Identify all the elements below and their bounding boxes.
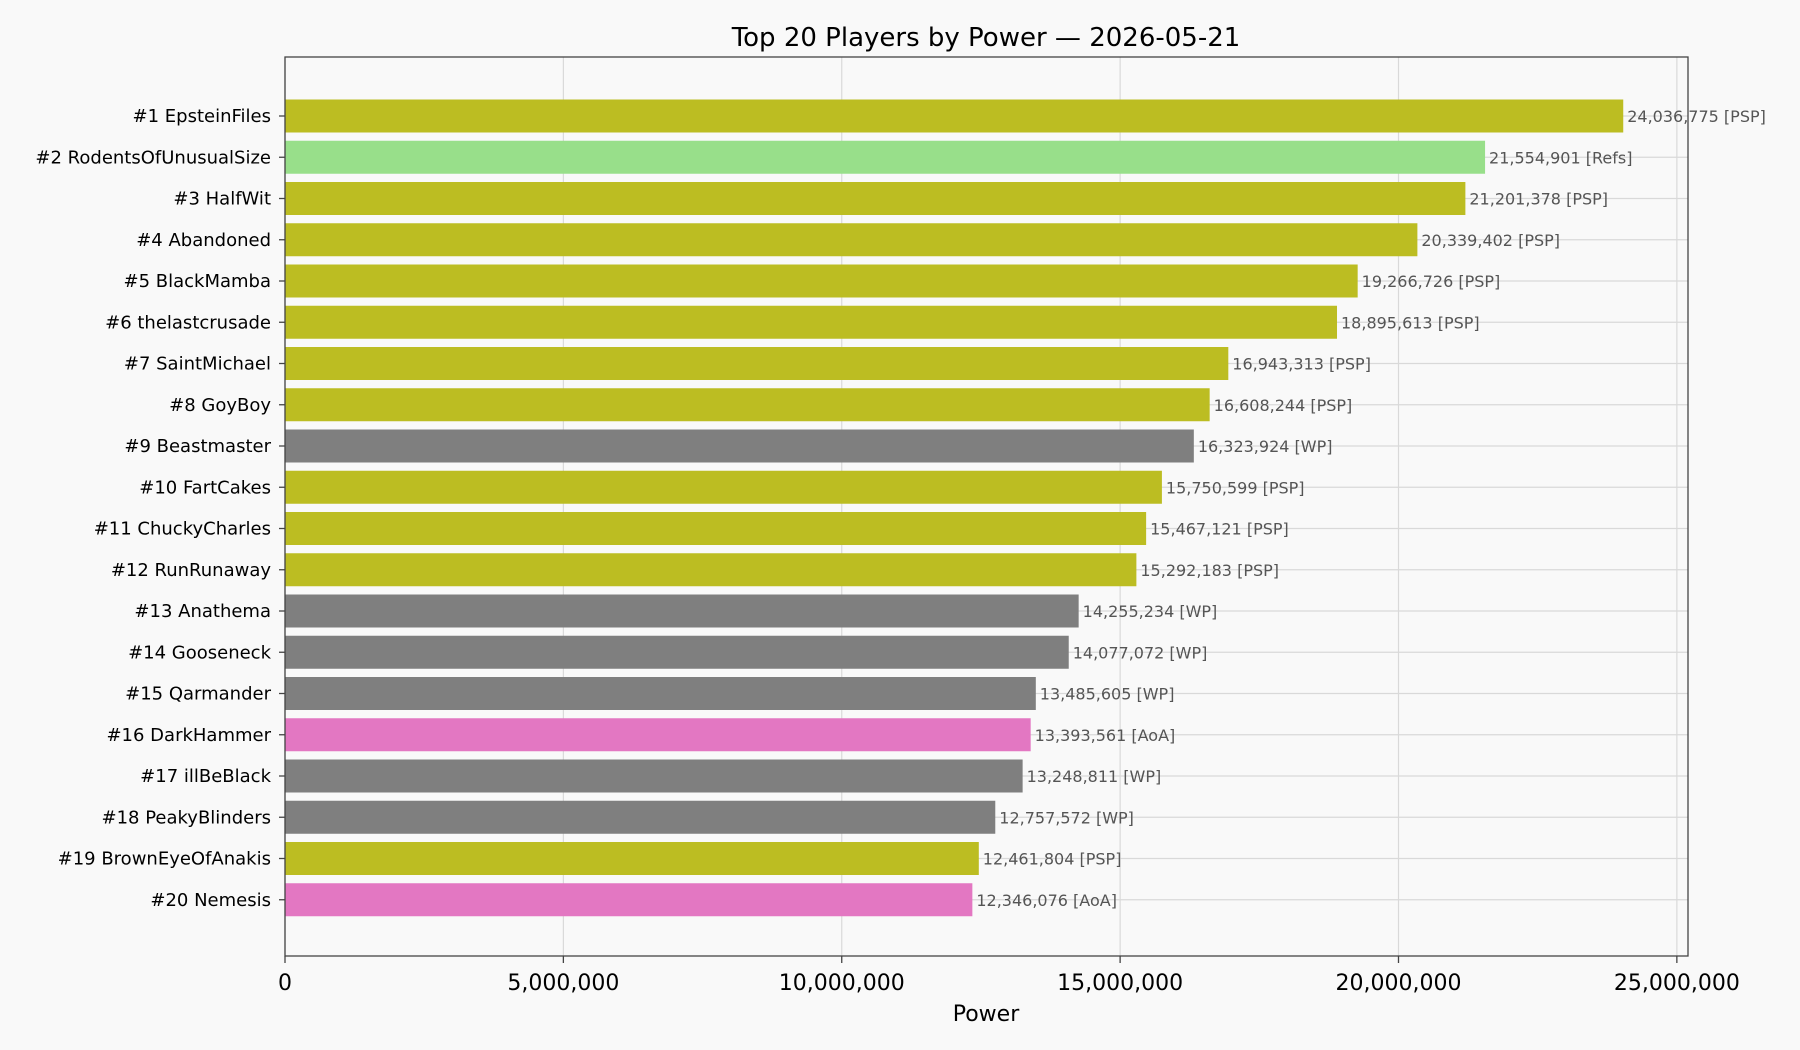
y-tick-label: #16 DarkHammer bbox=[106, 725, 271, 746]
x-tick-label: 15,000,000 bbox=[1057, 971, 1183, 996]
bar bbox=[285, 305, 1338, 339]
bar bbox=[285, 182, 1466, 215]
data-label: 15,750,599 [PSP] bbox=[1166, 478, 1305, 497]
y-tick-label: #3 HalfWit bbox=[173, 189, 271, 210]
data-label: 16,323,924 [WP] bbox=[1198, 437, 1333, 456]
bar bbox=[285, 635, 1069, 669]
data-label: 14,255,234 [WP] bbox=[1083, 602, 1218, 621]
y-tick-label: #11 ChuckyCharles bbox=[94, 519, 271, 540]
bar bbox=[285, 388, 1210, 422]
y-tick-label: #12 RunRunaway bbox=[111, 560, 272, 581]
x-tick-label: 5,000,000 bbox=[507, 971, 619, 996]
bar bbox=[285, 223, 1418, 257]
y-tick-label: #13 Anathema bbox=[134, 601, 271, 622]
x-axis-label: Power bbox=[953, 1002, 1020, 1027]
bar bbox=[285, 800, 996, 834]
y-tick-label: #7 SaintMichael bbox=[124, 354, 271, 375]
y-tick-label: #18 PeakyBlinders bbox=[102, 807, 272, 828]
data-label: 13,248,811 [WP] bbox=[1027, 767, 1162, 786]
data-label: 21,201,378 [PSP] bbox=[1469, 190, 1608, 209]
y-tick-label: #19 BrownEyeOfAnakis bbox=[58, 849, 271, 870]
data-label: 13,485,605 [WP] bbox=[1040, 685, 1175, 704]
data-label: 15,467,121 [PSP] bbox=[1150, 520, 1289, 539]
x-tick-label: 25,000,000 bbox=[1614, 971, 1740, 996]
bar bbox=[285, 99, 1624, 133]
y-tick-label: #9 Beastmaster bbox=[124, 436, 271, 457]
y-tick-label: #6 thelastcrusade bbox=[105, 312, 271, 333]
plot-frame bbox=[284, 56, 1689, 957]
bar bbox=[285, 347, 1229, 380]
bar bbox=[285, 470, 1162, 504]
data-label: 24,036,775 [PSP] bbox=[1627, 107, 1766, 126]
bar bbox=[285, 429, 1194, 463]
data-label: 12,346,076 [AoA] bbox=[976, 891, 1117, 910]
y-tick-label: #10 FartCakes bbox=[139, 477, 271, 498]
bar bbox=[285, 264, 1358, 298]
bar bbox=[285, 718, 1031, 752]
data-label: 12,757,572 [WP] bbox=[999, 808, 1134, 827]
y-tick-label: #14 Gooseneck bbox=[128, 642, 272, 663]
data-label: 18,895,613 [PSP] bbox=[1341, 313, 1480, 332]
data-label-layer: 24,036,775 [PSP] 21,554,901 [Refs] 21,201,… bbox=[976, 107, 1766, 910]
y-tick-label: #17 illBeBlack bbox=[140, 766, 271, 787]
data-label: 21,554,901 [Refs] bbox=[1489, 148, 1632, 167]
x-tick-layer: 0 5,000,000 10,000,000 15,000,000 20,000,000… bbox=[278, 956, 1740, 996]
chart-title: Top 20 Players by Power — 2026-05-21 bbox=[731, 23, 1241, 53]
bar-layer bbox=[285, 99, 1624, 917]
y-tick-label: #5 BlackMamba bbox=[123, 271, 271, 292]
y-tick-layer: #1 EpsteinFiles #2 RodentsOfUnusualSize #3… bbox=[35, 106, 285, 911]
y-tick-label: #1 EpsteinFiles bbox=[133, 106, 271, 127]
data-label: 15,292,183 [PSP] bbox=[1140, 561, 1279, 580]
bar bbox=[285, 677, 1036, 710]
x-tick-label: 0 bbox=[278, 971, 292, 996]
bar bbox=[285, 553, 1137, 587]
data-label: 19,266,726 [PSP] bbox=[1362, 272, 1501, 291]
data-label: 16,608,244 [PSP] bbox=[1214, 396, 1353, 415]
y-tick-label: #20 Nemesis bbox=[150, 890, 271, 911]
data-label: 13,393,561 [AoA] bbox=[1035, 726, 1176, 745]
y-tick-label: #15 Qarmander bbox=[125, 684, 271, 705]
data-label: 20,339,402 [PSP] bbox=[1421, 231, 1560, 250]
data-label: 12,461,804 [PSP] bbox=[983, 850, 1122, 869]
bar bbox=[285, 883, 973, 917]
bar bbox=[285, 759, 1023, 793]
bar bbox=[285, 512, 1147, 545]
bar bbox=[285, 594, 1079, 628]
bar bbox=[285, 842, 979, 875]
data-label: 14,077,072 [WP] bbox=[1073, 643, 1208, 662]
y-tick-label: #2 RodentsOfUnusualSize bbox=[35, 147, 271, 168]
y-tick-label: #4 Abandoned bbox=[136, 230, 271, 251]
x-tick-label: 20,000,000 bbox=[1336, 971, 1462, 996]
data-label: 16,943,313 [PSP] bbox=[1232, 355, 1371, 374]
y-tick-label: #8 GoyBoy bbox=[169, 395, 271, 416]
bar bbox=[285, 140, 1486, 174]
x-tick-label: 10,000,000 bbox=[779, 971, 905, 996]
